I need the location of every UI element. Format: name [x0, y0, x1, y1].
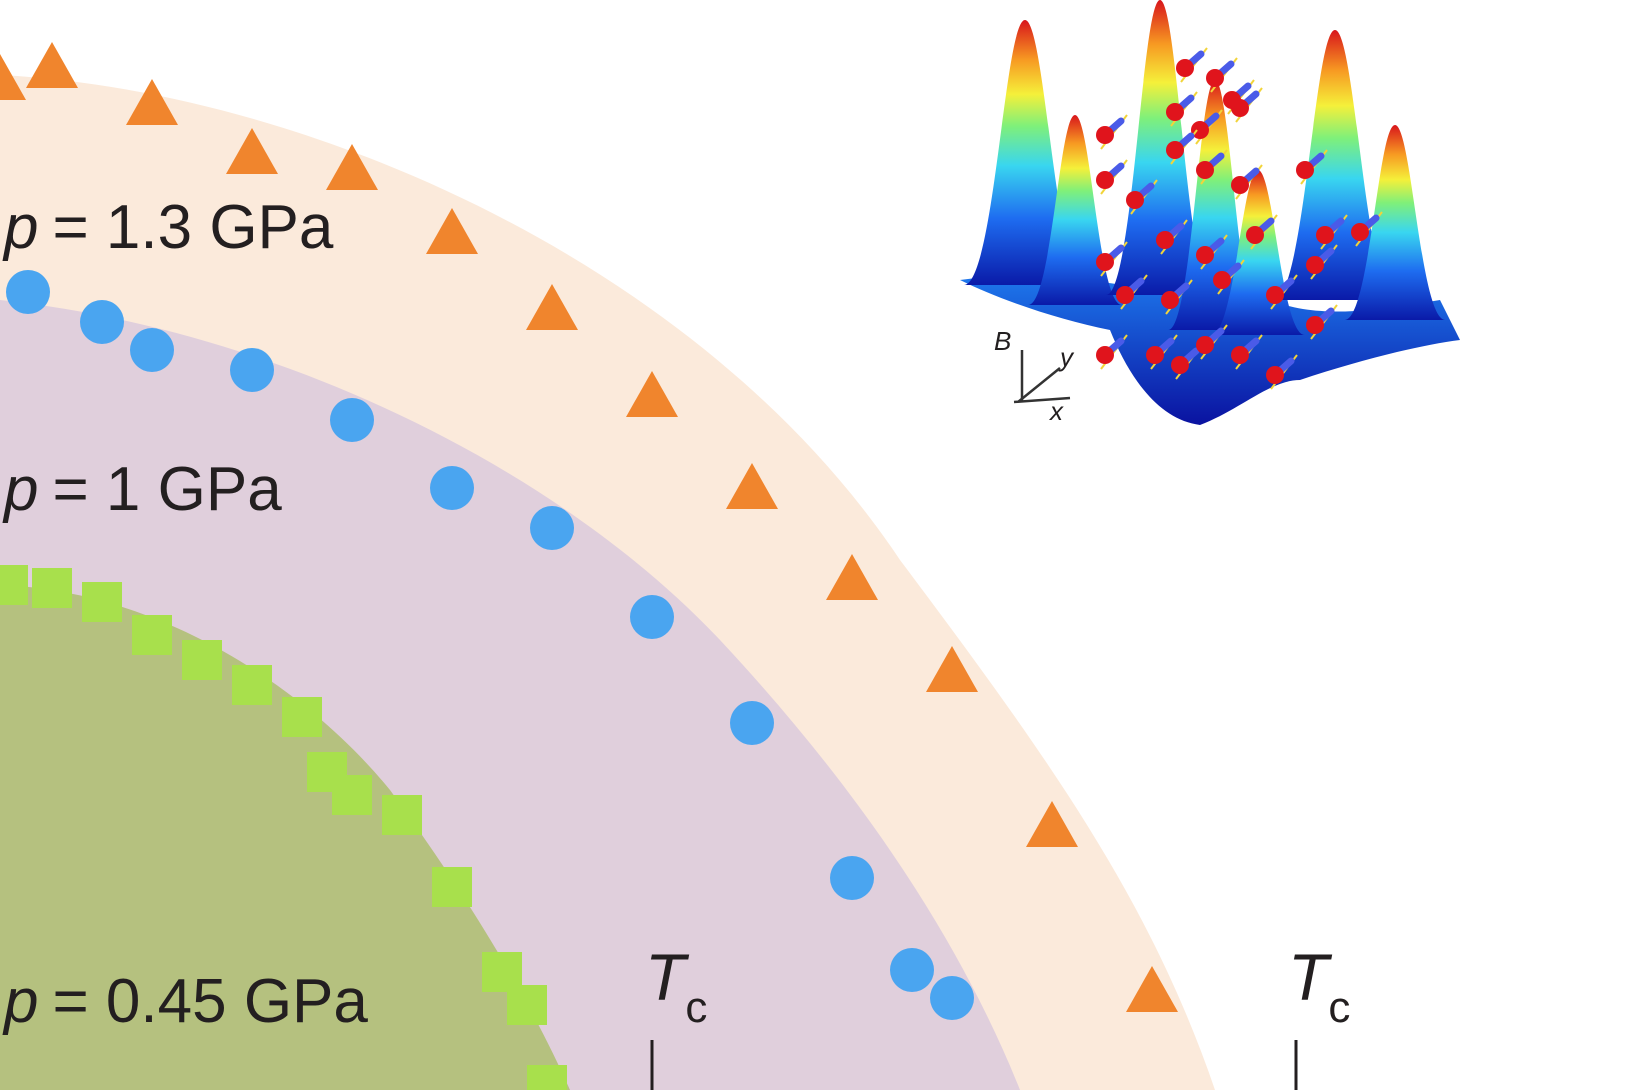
triangle-point-4 — [326, 144, 378, 190]
circle-point-4 — [330, 398, 374, 442]
circle-point-3 — [230, 348, 274, 392]
inset-vortex-13 — [1156, 219, 1188, 255]
region-0p45-gpa — [0, 585, 570, 1090]
square-point-2 — [82, 582, 122, 622]
inset-vortex-1 — [1176, 47, 1208, 83]
inset-vortex-30 — [1306, 304, 1338, 340]
triangle-point-10 — [926, 646, 978, 692]
label-1p3-gpa: p = 1.3 GPa — [2, 193, 334, 262]
inset-vortex-20 — [1161, 279, 1193, 315]
inset-vortex-25 — [1146, 334, 1178, 370]
square-point-0 — [0, 565, 28, 605]
square-point-8 — [332, 775, 372, 815]
circle-point-5 — [430, 466, 474, 510]
circle-point-6 — [530, 506, 574, 550]
triangle-point-5 — [426, 208, 478, 254]
square-point-12 — [507, 985, 547, 1025]
inset-vortex-9 — [1166, 129, 1198, 165]
triangle-point-1 — [26, 42, 78, 88]
inset-axis-y: y — [1058, 342, 1075, 372]
inset-vortex-23 — [1306, 244, 1338, 280]
square-point-13 — [527, 1065, 567, 1090]
inset-vortex-18 — [1351, 211, 1383, 247]
inset-vortex-markers — [1096, 47, 1383, 390]
triangle-point-9 — [826, 554, 878, 600]
circle-point-11 — [930, 976, 974, 1020]
circle-point-1 — [80, 300, 124, 344]
inset-vortex-0 — [1096, 114, 1128, 150]
phase-regions — [0, 75, 1215, 1090]
inset-vortex-11 — [1231, 164, 1263, 200]
label-1-gpa: p = 1 GPa — [2, 455, 282, 524]
inset-vortex-12 — [1296, 149, 1328, 185]
inset-vortex-16 — [1246, 214, 1278, 250]
inset-vortex-17 — [1316, 214, 1348, 250]
triangle-point-8 — [726, 463, 778, 509]
triangle-point-6 — [526, 284, 578, 330]
inset-peak-6 — [1344, 125, 1446, 320]
inset-vortex-2 — [1206, 57, 1238, 93]
inset-axis-x: x — [1048, 396, 1064, 426]
square-point-6 — [282, 697, 322, 737]
inset-axis-b: B — [994, 326, 1011, 356]
square-point-10 — [432, 867, 472, 907]
inset-vortex-19 — [1116, 274, 1148, 310]
series-1-gpa-markers — [6, 270, 974, 1020]
triangle-point-0 — [0, 54, 26, 100]
inset-vortex-28 — [1231, 334, 1263, 370]
tc-annotation-right: Tc — [1288, 940, 1350, 1032]
inset-vortex-27 — [1196, 324, 1228, 360]
inset-vortex-24 — [1096, 334, 1128, 370]
inset-vortex-14 — [1096, 241, 1128, 277]
series-0p45-gpa-markers — [0, 565, 567, 1090]
inset-vortex-29 — [1266, 354, 1298, 390]
triangle-point-12 — [1126, 966, 1178, 1012]
vortex-lattice-inset: B y x — [960, 0, 1460, 426]
tc-annotation-left: Tc — [645, 940, 707, 1032]
circle-point-9 — [830, 856, 874, 900]
inset-vortex-10 — [1196, 149, 1228, 185]
inset-vortex-22 — [1266, 274, 1298, 310]
label-0p45-gpa: p = 0.45 GPa — [2, 967, 368, 1036]
inset-vortex-26 — [1171, 344, 1203, 380]
square-point-5 — [232, 665, 272, 705]
square-point-3 — [132, 615, 172, 655]
square-point-1 — [32, 568, 72, 608]
inset-vortex-8 — [1126, 179, 1158, 215]
inset-vortex-5 — [1191, 109, 1223, 145]
triangle-point-2 — [126, 79, 178, 125]
series-1p3-gpa-markers — [0, 42, 1178, 1012]
circle-point-0 — [6, 270, 50, 314]
circle-point-7 — [630, 595, 674, 639]
inset-vortex-4 — [1166, 91, 1198, 127]
inset-vortex-7 — [1096, 159, 1128, 195]
triangle-point-3 — [226, 128, 278, 174]
triangle-point-7 — [626, 371, 678, 417]
circle-point-10 — [890, 948, 934, 992]
inset-vortex-21 — [1213, 259, 1245, 295]
square-point-9 — [382, 795, 422, 835]
triangle-point-11 — [1026, 801, 1078, 847]
circle-point-8 — [730, 701, 774, 745]
circle-point-2 — [130, 328, 174, 372]
inset-axes — [1013, 350, 1071, 404]
square-point-4 — [182, 640, 222, 680]
inset-vortex-15 — [1196, 234, 1228, 270]
inset-vortex-6 — [1231, 87, 1263, 123]
